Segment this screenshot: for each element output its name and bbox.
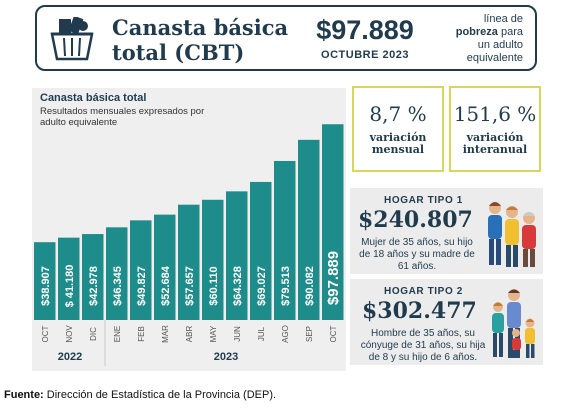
monthly-variation-value: 8,7 % xyxy=(369,102,427,126)
hogar-1-desc-3: 61 años. xyxy=(397,261,437,272)
hogar-2-description: Hombre de 35 años, su cónyuge de 31 años… xyxy=(358,328,488,364)
bar-value-label-7: $60.110 xyxy=(208,266,220,305)
hogar-tipo-1-card: HOGAR TIPO 1 $240.807 Mujer de 35 años, … xyxy=(350,188,543,274)
hogar-1-tag: HOGAR TIPO 1 xyxy=(384,195,463,206)
yearly-variation-value: 151,6 % xyxy=(453,102,537,126)
category-label-11: SEP xyxy=(305,326,314,342)
family-2-illustration xyxy=(492,289,535,358)
category-label-9: JUL xyxy=(257,326,266,341)
hogar-2-value: $302.477 xyxy=(362,298,477,324)
title-line-2: total (CBT) xyxy=(112,40,245,65)
bar-value-label-6: $57.657 xyxy=(184,266,196,306)
hogar-2-desc-3: de 8 y su hijo de 6 años. xyxy=(368,352,478,363)
yearly-variation-card: 151,6 % variación interanual xyxy=(449,86,541,172)
cbt-value: $97.889 xyxy=(316,15,414,45)
category-label-5: MAR xyxy=(161,325,170,343)
bar-2 xyxy=(82,234,104,320)
hogar-1-desc-1: Mujer de 35 años, su hijo xyxy=(361,237,473,248)
bar-6 xyxy=(178,204,200,320)
bar-1 xyxy=(58,237,80,320)
bar-value-label-9: $69.027 xyxy=(256,266,268,306)
family-1-illustration xyxy=(488,202,536,267)
category-label-2: DIC xyxy=(89,327,98,341)
bar-8 xyxy=(226,191,248,320)
basket-icon xyxy=(50,17,94,61)
hogar-tipo-2-card: HOGAR TIPO 2 $302.477 Hombre de 35 años,… xyxy=(350,279,543,365)
bar-value-label-8: $64.328 xyxy=(232,266,244,306)
category-label-8: JUN xyxy=(233,326,242,342)
yearly-variation-label: variación interanual xyxy=(451,132,539,156)
note-suffix-3: equivalente xyxy=(466,52,523,64)
source-label: Fuente: xyxy=(4,389,44,401)
bar-value-label-2: $42.978 xyxy=(88,266,100,306)
category-label-7: MAY xyxy=(209,325,218,342)
bar-11 xyxy=(298,139,320,320)
note-prefix: línea de xyxy=(483,13,523,25)
poverty-line-note: línea de pobreza para un adulto equivale… xyxy=(403,13,523,65)
bar-0 xyxy=(34,242,56,320)
category-label-1: NOV xyxy=(65,325,74,343)
category-label-4: FEB xyxy=(137,326,146,342)
hogar-1-desc-2: de 18 años y su madre de xyxy=(359,249,475,260)
note-bold: pobreza xyxy=(455,26,498,38)
note-suffix-2: un adulto xyxy=(477,39,523,51)
bar-value-label-1: $ 41.180 xyxy=(64,265,76,308)
bar-value-label-10: $79.513 xyxy=(280,266,292,306)
monthly-label-1: variación xyxy=(369,131,427,144)
bar-9 xyxy=(250,181,272,320)
bar-value-label-4: $49.827 xyxy=(136,266,148,306)
bar-value-label-0: $38.907 xyxy=(40,266,52,306)
bar-10 xyxy=(274,160,296,320)
hogar-1-value: $240.807 xyxy=(358,207,473,233)
chart-subtitle: Resultados mensuales expresados por adul… xyxy=(40,106,205,128)
bar-4 xyxy=(130,220,152,320)
bar-5 xyxy=(154,214,176,320)
yearly-label-1: variación xyxy=(466,131,524,144)
bar-value-label-5: $52.684 xyxy=(160,265,172,306)
bar-7 xyxy=(202,199,224,320)
source-note: Fuente: Dirección de Estadística de la P… xyxy=(4,389,276,401)
page-title: Canasta básica total (CBT) xyxy=(112,15,288,65)
monthly-variation-label: variación mensual xyxy=(354,132,442,156)
hogar-1-description: Mujer de 35 años, su hijo de 18 años y s… xyxy=(352,237,482,273)
year-label-2023: 2023 xyxy=(214,351,238,363)
bar-chart: $38.907 OCT $ 41.180 NOV $42.978 DIC $46.345 EN… xyxy=(34,124,344,366)
bar-12 xyxy=(322,124,344,320)
category-label-3: ENE xyxy=(113,326,122,342)
hogar-2-desc-2: cónyuge de 31 años, su hija xyxy=(360,340,486,351)
chart-title: Canasta básica total xyxy=(40,92,147,104)
year-label-2022: 2022 xyxy=(58,351,82,363)
bar-value-label-3: $46.345 xyxy=(112,266,124,306)
note-suffix-1: para xyxy=(500,26,523,38)
title-line-1: Canasta básica xyxy=(112,15,289,40)
chart-panel: $38.907 OCT $ 41.180 NOV $42.978 DIC $46.345 EN… xyxy=(32,88,346,371)
monthly-variation-card: 8,7 % variación mensual xyxy=(352,86,444,172)
monthly-label-2: mensual xyxy=(371,143,425,156)
hogar-2-tag: HOGAR TIPO 2 xyxy=(384,286,463,297)
yearly-label-2: interanual xyxy=(462,143,528,156)
source-text: Dirección de Estadística de la Provincia… xyxy=(43,389,277,401)
cbt-month: OCTUBRE 2023 xyxy=(321,49,409,61)
category-label-10: AGO xyxy=(281,325,290,343)
hogar-2-desc-1: Hombre de 35 años, su xyxy=(371,328,475,339)
bar-3 xyxy=(106,227,128,320)
bar-value-label-11: $90.082 xyxy=(304,266,316,306)
category-label-12: OCT xyxy=(329,325,338,342)
category-label-0: OCT xyxy=(41,325,50,342)
category-label-6: ABR xyxy=(185,326,194,343)
bar-value-label-12: $97.889 xyxy=(325,251,342,305)
header-banner: Canasta básica total (CBT) $97.889 OCTUB… xyxy=(35,5,537,71)
